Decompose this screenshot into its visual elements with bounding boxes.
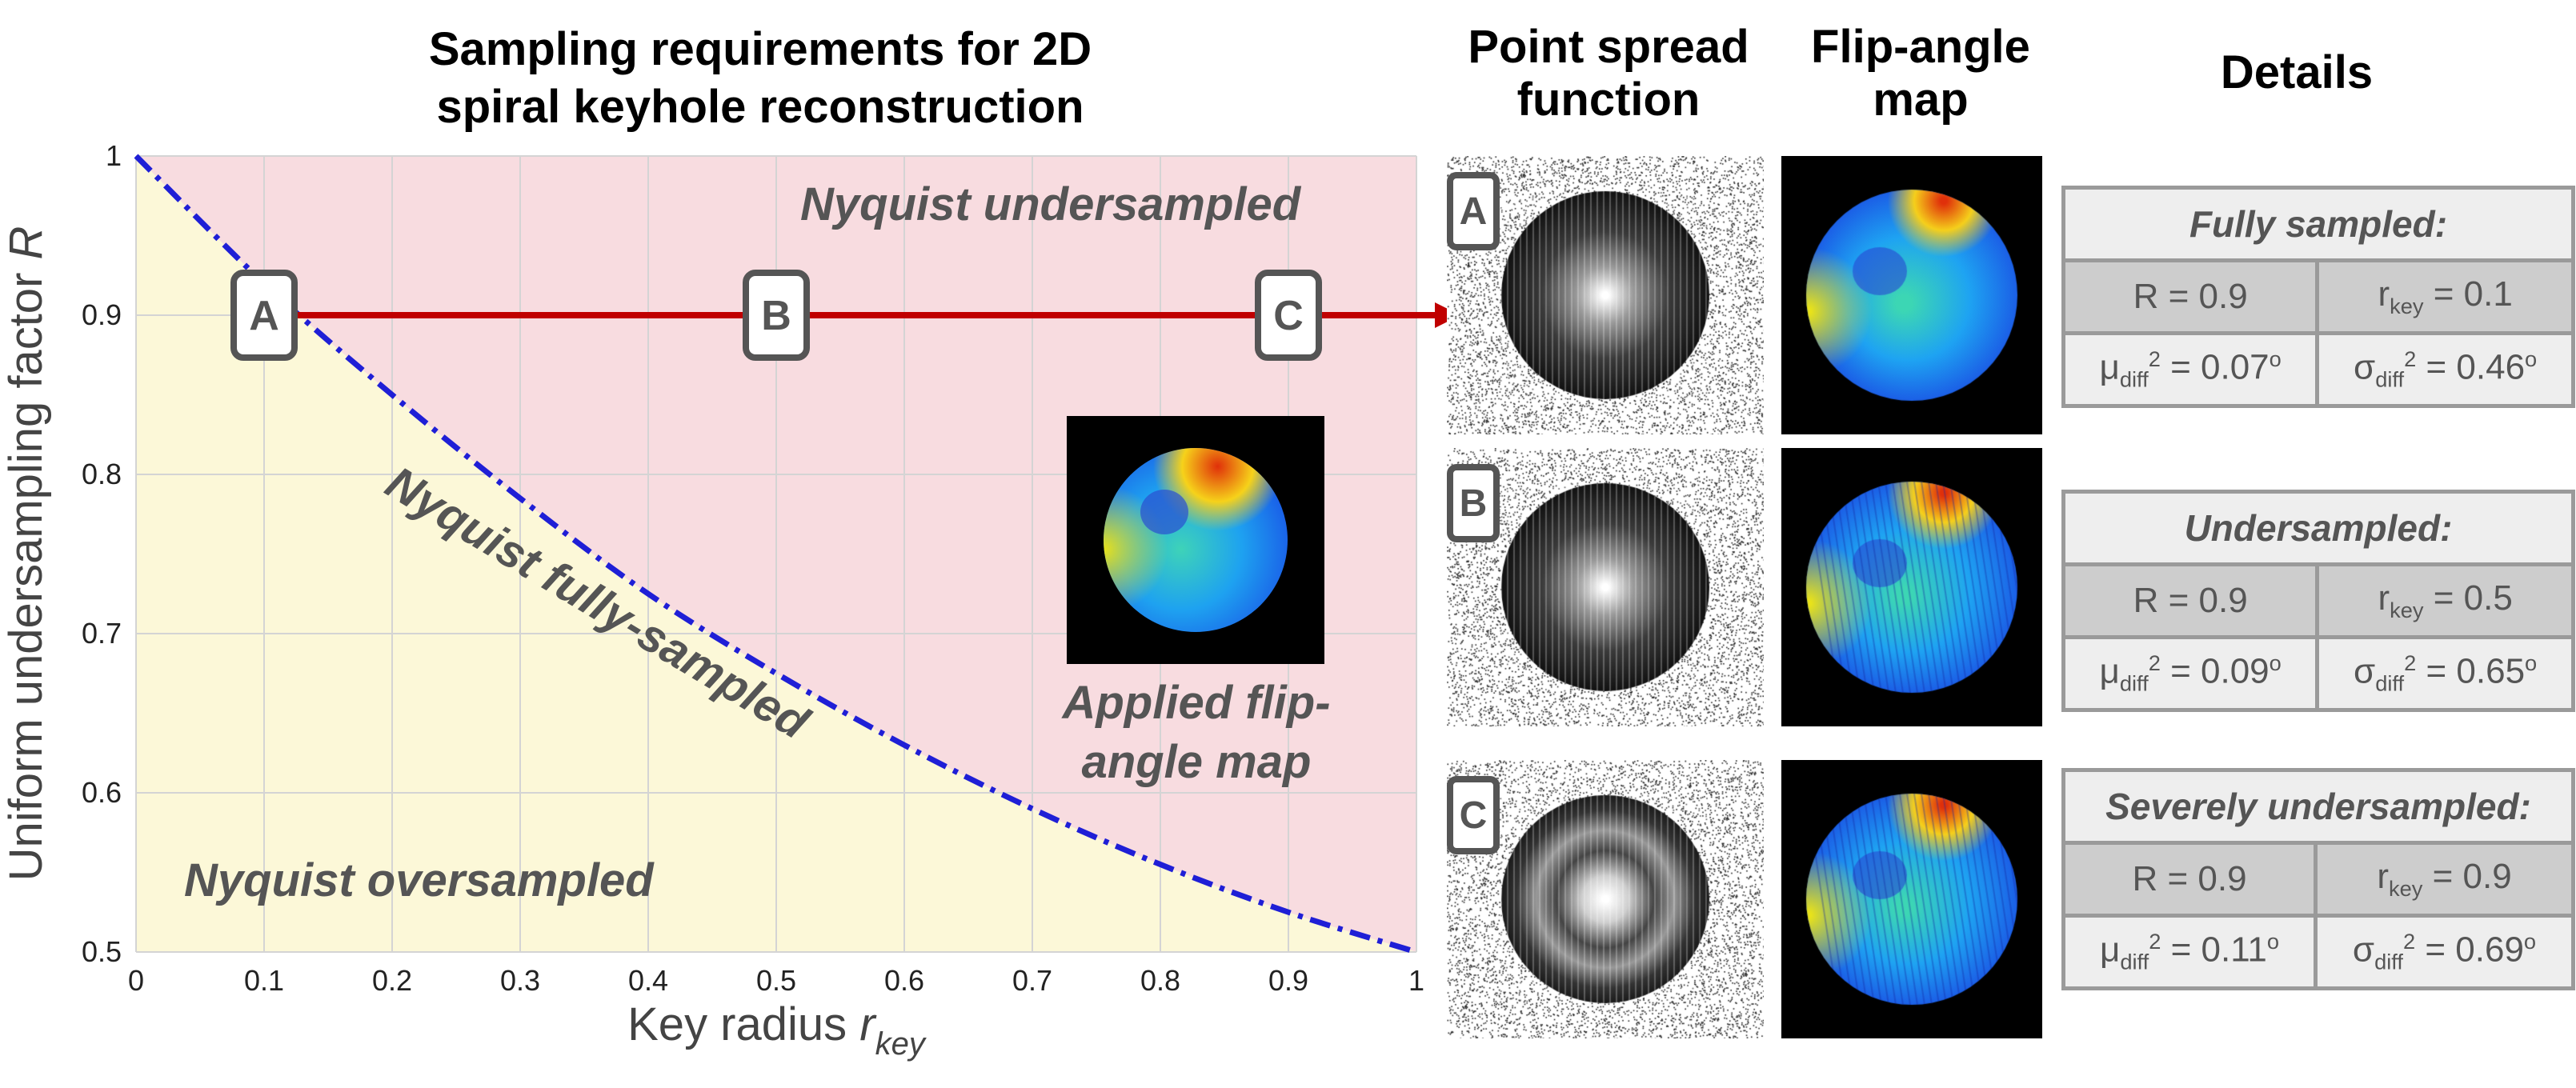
x-tick-label: 0.6 bbox=[884, 964, 924, 997]
y-tick-label: 0.7 bbox=[82, 617, 122, 650]
x-tick-label: 0.8 bbox=[1140, 964, 1180, 997]
point-badge-c bbox=[1255, 270, 1322, 361]
r-value-cell: R = 0.9 bbox=[2061, 258, 2320, 335]
y-tick-label: 0.6 bbox=[82, 776, 122, 809]
x-tick-label: 0.9 bbox=[1268, 964, 1308, 997]
flip-angle-map-panel-c bbox=[1781, 760, 2042, 1038]
rkey-value-cell: rkey = 0.5 bbox=[2315, 562, 2575, 639]
chart-title-line-1: Sampling requirements for 2D bbox=[428, 23, 1092, 75]
flip-angle-map-panel-a bbox=[1781, 156, 2042, 434]
x-axis-label: Key radius rkey bbox=[627, 998, 927, 1062]
oversampled-region bbox=[136, 156, 1416, 952]
psf-panel-a bbox=[1447, 156, 1764, 434]
psf-panel-b bbox=[1447, 448, 1764, 726]
mu-diff-cell: μdiff2 = 0.07o bbox=[2061, 331, 2320, 408]
x-tick-label: 0 bbox=[128, 964, 144, 997]
flip-angle-column-title-line-2: map bbox=[1873, 74, 1969, 126]
point-badge-label: C bbox=[1273, 293, 1304, 339]
arrow-layer: A B C bbox=[230, 270, 1456, 361]
y-axis-label: Uniform undersampling factor R bbox=[0, 226, 52, 882]
flip-angle-map-panel-b bbox=[1781, 448, 2042, 726]
details-table-c: Severely undersampled: R = 0.9 rkey = 0.9 μ… bbox=[2061, 768, 2575, 990]
details-table-a: Fully sampled: R = 0.9 rkey = 0.1 μdiff2 = … bbox=[2061, 186, 2575, 408]
y-tick-label: 1 bbox=[106, 139, 122, 172]
applied-flip-angle-inset bbox=[1067, 416, 1324, 664]
psf-column-title: Point spread function bbox=[1440, 21, 1777, 126]
inset-left-spot bbox=[1104, 448, 1288, 632]
x-tick-label: 0.7 bbox=[1012, 964, 1052, 997]
flip-angle-column-title-line-1: Flip-angle bbox=[1811, 21, 2030, 73]
psf-column-title-line-1: Point spread bbox=[1468, 21, 1749, 73]
point-badge-a bbox=[230, 270, 298, 361]
details-column-title: Details bbox=[2220, 46, 2374, 98]
y-tick-label: 0.8 bbox=[82, 458, 122, 490]
rkey-value-cell: rkey = 0.1 bbox=[2315, 258, 2575, 335]
inset-cool-spot bbox=[1140, 490, 1188, 534]
psf-panel-c bbox=[1447, 760, 1764, 1038]
rkey-value-cell: rkey = 0.9 bbox=[2314, 841, 2575, 918]
x-tick-label: 0.5 bbox=[756, 964, 796, 997]
x-tick-label: 0.2 bbox=[372, 964, 412, 997]
panel-badge-c: C bbox=[1447, 776, 1500, 854]
panel-badge-a: A bbox=[1447, 172, 1500, 250]
sigma-diff-cell: σdiff2 = 0.69o bbox=[2314, 914, 2575, 990]
oversampled-label: Nyquist oversampled bbox=[184, 854, 655, 906]
point-badge-label: A bbox=[249, 293, 279, 339]
y-tick-label: 0.9 bbox=[82, 298, 122, 331]
x-tick-label: 0.4 bbox=[628, 964, 668, 997]
inset-label-line-1: Applied flip- bbox=[1060, 677, 1330, 729]
y-tick-label: 0.5 bbox=[82, 935, 122, 968]
undersampled-label: Nyquist undersampled bbox=[800, 178, 1302, 230]
details-table-b: Undersampled: R = 0.9 rkey = 0.5 μdiff2 = 0… bbox=[2061, 490, 2575, 712]
point-badge-b bbox=[743, 270, 810, 361]
details-header: Undersampled: bbox=[2061, 490, 2575, 566]
sampling-arrow-head bbox=[1435, 302, 1456, 328]
mu-diff-cell: μdiff2 = 0.09o bbox=[2061, 635, 2320, 712]
details-header: Severely undersampled: bbox=[2061, 768, 2575, 845]
x-tick-label: 1 bbox=[1408, 964, 1424, 997]
point-badge-label: B bbox=[761, 293, 791, 339]
chart-title-line-2: spiral keyhole reconstruction bbox=[436, 81, 1084, 133]
flip-angle-column-title: Flip-angle map bbox=[1769, 21, 2073, 126]
x-tick-label: 0.3 bbox=[500, 964, 540, 997]
x-tick-label: 0.1 bbox=[244, 964, 284, 997]
sigma-diff-cell: σdiff2 = 0.46o bbox=[2315, 331, 2575, 408]
nyquist-fully-sampled-curve bbox=[134, 154, 1418, 955]
r-value-cell: R = 0.9 bbox=[2061, 841, 2318, 918]
curve-layer bbox=[134, 154, 1418, 955]
sigma-diff-cell: σdiff2 = 0.65o bbox=[2315, 635, 2575, 712]
axes: 0 0.1 0.2 0.3 0.4 0.5 0.6 0.7 0.8 0.9 1 0.5 0.6 0.7 0.… bbox=[0, 139, 1424, 1062]
inset-label-line-2: angle map bbox=[1082, 736, 1312, 788]
mu-diff-cell: μdiff2 = 0.11o bbox=[2061, 914, 2318, 990]
r-value-cell: R = 0.9 bbox=[2061, 562, 2320, 639]
panel-badge-b: B bbox=[1447, 464, 1500, 542]
details-header: Fully sampled: bbox=[2061, 186, 2575, 262]
psf-column-title-line-2: function bbox=[1516, 74, 1701, 126]
chart-title: Sampling requirements for 2D spiral keyh… bbox=[296, 21, 1224, 136]
